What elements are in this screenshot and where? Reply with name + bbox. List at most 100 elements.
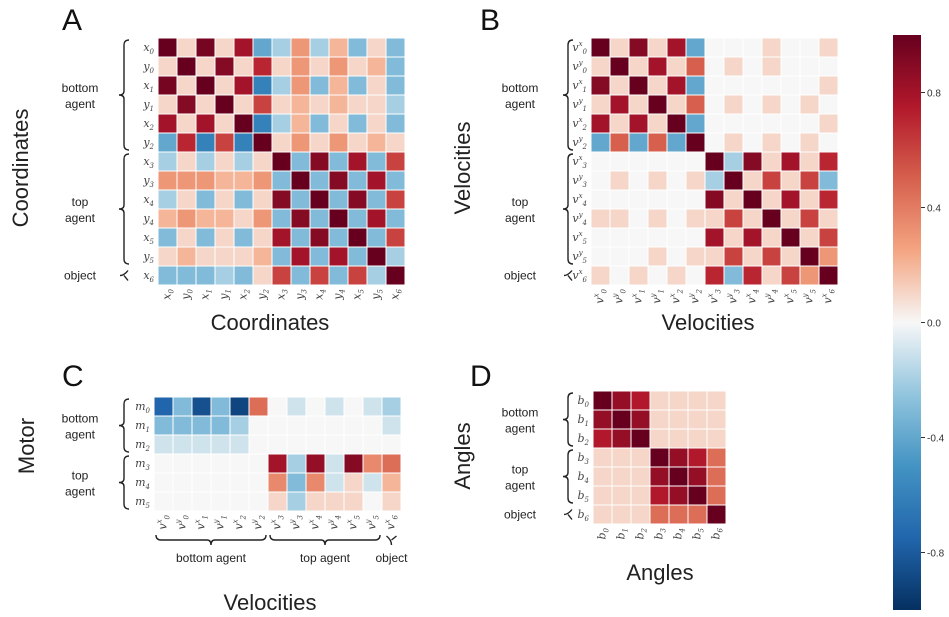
heatmap-cell (366, 75, 387, 96)
heatmap-cell (210, 472, 231, 493)
heatmap-cell (328, 227, 349, 248)
heatmap-cell (742, 94, 763, 115)
heatmap-cell (157, 94, 178, 115)
heatmap-cell (780, 56, 801, 77)
heatmap-cell (328, 208, 349, 229)
group-label: agent (65, 485, 96, 499)
tick-label: vy3 (288, 514, 304, 529)
tick-label: m4 (135, 476, 150, 491)
heatmap-cell (176, 151, 197, 172)
heatmap-cell (157, 227, 178, 248)
heatmap-cell (590, 151, 611, 172)
heatmap-cell (723, 227, 744, 248)
heatmap-cell (309, 75, 330, 96)
heatmap-cell (195, 208, 216, 229)
heatmap-cell (666, 56, 687, 77)
heatmap-cell (157, 37, 178, 58)
heatmap-cell (347, 56, 368, 77)
tick-label: b6 (577, 508, 589, 523)
heatmap-cell (271, 75, 292, 96)
heatmap-cell (647, 56, 668, 77)
tick-label: b4 (577, 470, 589, 485)
heatmap-cell (590, 132, 611, 153)
heatmap-cell (592, 409, 613, 430)
tick-label: vy3 (572, 173, 587, 189)
heatmap-cell (157, 189, 178, 210)
heatmap-cell (385, 170, 406, 191)
heatmap-cell (248, 415, 269, 436)
heatmap-cell (761, 132, 782, 153)
heatmap-cell (706, 428, 727, 449)
tick-label: x4 (312, 289, 327, 300)
heatmap-cell (742, 170, 763, 191)
heatmap-cell (666, 151, 687, 172)
heatmap-cell (191, 396, 212, 417)
heatmap-cell (324, 396, 345, 417)
heatmap-cell (668, 504, 689, 525)
heatmap-cell (609, 246, 630, 267)
heatmap-cell (176, 265, 197, 286)
tick-label: y5 (369, 288, 384, 300)
group-label: bottom (502, 406, 539, 420)
tick-label: vx5 (572, 230, 587, 246)
group-brace (118, 398, 130, 453)
colorbar-tick-label: 0.8 (927, 89, 941, 100)
tick-label: vx0 (592, 288, 608, 303)
heatmap-cell (252, 170, 273, 191)
heatmap-cell (592, 466, 613, 487)
heatmap-cell (324, 434, 345, 455)
heatmap-cell (706, 390, 727, 411)
heatmap-cell (362, 453, 383, 474)
heatmap-cell (647, 113, 668, 134)
group-label: agent (65, 211, 96, 225)
tick-label: b0 (577, 394, 589, 409)
group-label: top agent (300, 551, 351, 565)
heatmap-cell (780, 170, 801, 191)
tick-label: x0 (160, 288, 175, 299)
heatmap-cell (647, 246, 668, 267)
heatmap-cell (385, 265, 406, 286)
heatmap-cell (381, 491, 402, 512)
heatmap-cell (195, 246, 216, 267)
heatmap-cell (630, 485, 651, 506)
heatmap-cell (385, 94, 406, 115)
tick-label: m3 (135, 457, 150, 472)
heatmap-cell (252, 75, 273, 96)
heatmap-cell (649, 485, 670, 506)
heatmap-cell (687, 409, 708, 430)
heatmap-cell (668, 447, 689, 468)
heatmap-cell (290, 56, 311, 77)
heatmap-cell (366, 189, 387, 210)
heatmap-cell (611, 428, 632, 449)
heatmap-cell (647, 132, 668, 153)
heatmap-cell (609, 132, 630, 153)
heatmap-cell (704, 37, 725, 58)
heatmap-cell (723, 246, 744, 267)
heatmap-cell (685, 227, 706, 248)
group-label: object (504, 508, 537, 522)
heatmap-cell (195, 170, 216, 191)
heatmap-cell (799, 265, 820, 286)
heatmap-cell (328, 265, 349, 286)
heatmap-cell (157, 56, 178, 77)
tick-label: vy2 (250, 514, 266, 529)
tick-label: y0 (142, 60, 154, 75)
heatmap-cell (305, 415, 326, 436)
heatmap-cell (818, 227, 839, 248)
heatmap-cell (385, 132, 406, 153)
heatmap-cell (647, 37, 668, 58)
heatmap-cell (761, 227, 782, 248)
tick-label: b0 (595, 527, 610, 539)
heatmap-cell (153, 434, 174, 455)
heatmap-cell (780, 75, 801, 96)
heatmap-cell (252, 227, 273, 248)
heatmap-cell (366, 246, 387, 267)
heatmap-cell (628, 170, 649, 191)
colorbar-gradient (893, 35, 921, 610)
heatmap-cell (609, 265, 630, 286)
panel-c-xlabel: Velocities (224, 590, 317, 615)
heatmap-cell (328, 189, 349, 210)
heatmap-cell (611, 504, 632, 525)
heatmap-cell (609, 151, 630, 172)
tick-label: vy1 (649, 289, 665, 304)
